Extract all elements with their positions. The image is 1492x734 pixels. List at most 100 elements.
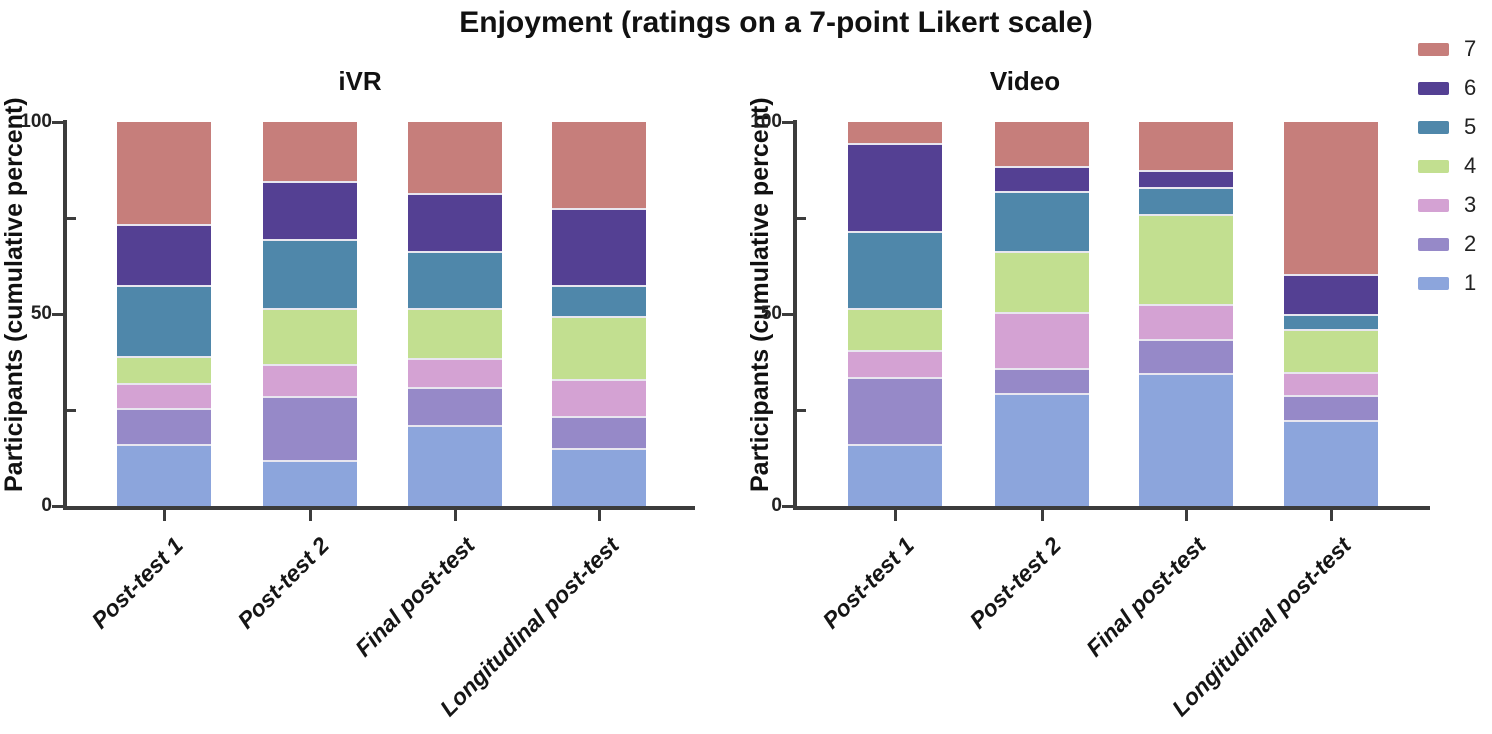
chart-panel-ivr: iVR Participants (cumulative percent) 0 5… (0, 66, 695, 721)
figure-title: Enjoyment (ratings on a 7-point Likert s… (459, 6, 1093, 39)
x-tick (1329, 510, 1333, 521)
legend-item-5: 5 (1418, 114, 1488, 140)
x-label-final-post-test: Final post-test (1080, 532, 1211, 662)
legend: 7 6 5 4 3 2 1 (1418, 36, 1488, 309)
y-tick-50 (782, 312, 793, 316)
x-label-post-test-1: Post-test 1 (86, 532, 189, 634)
x-tick (308, 510, 312, 521)
y-tick-label-100: 100 (20, 111, 52, 132)
segment-rating-1 (408, 427, 502, 506)
y-tick-label-50: 50 (760, 303, 782, 324)
legend-item-7: 7 (1418, 36, 1488, 62)
segment-rating-4 (1284, 331, 1378, 374)
segment-rating-3 (1284, 373, 1378, 397)
bar-final-post-test (1139, 122, 1233, 506)
segment-rating-5 (995, 193, 1089, 253)
legend-label: 2 (1464, 231, 1477, 256)
segment-rating-1 (117, 446, 211, 506)
segment-rating-7 (1139, 122, 1233, 172)
bar-post-test-2 (263, 122, 357, 506)
segment-rating-3 (263, 365, 357, 399)
legend-label: 7 (1464, 36, 1477, 61)
segment-rating-6 (263, 183, 357, 242)
bar-longitudinal-post-test (1284, 122, 1378, 506)
legend-swatch (1418, 81, 1449, 95)
y-minor-tick-75 (797, 216, 806, 220)
y-tick-label-100: 100 (750, 111, 782, 132)
segment-rating-7 (848, 122, 942, 146)
bar-longitudinal-post-test (552, 122, 646, 506)
segment-rating-1 (848, 446, 942, 506)
segment-rating-2 (552, 417, 646, 451)
legend-label: 4 (1464, 153, 1477, 178)
segment-rating-3 (552, 381, 646, 418)
legend-item-1: 1 (1418, 270, 1488, 296)
legend-item-4: 4 (1418, 153, 1488, 179)
legend-swatch (1418, 159, 1449, 173)
panel-title-ivr: iVR (338, 66, 382, 96)
y-tick-0 (782, 504, 793, 508)
x-label-post-test-2: Post-test 2 (232, 532, 335, 634)
segment-rating-6 (117, 225, 211, 288)
segment-rating-2 (117, 410, 211, 447)
y-tick-label-0: 0 (41, 495, 52, 516)
bar-post-test-1 (848, 122, 942, 506)
segment-rating-3 (995, 314, 1089, 370)
y-minor-tick-75 (67, 216, 76, 220)
segment-rating-2 (1284, 396, 1378, 422)
segment-rating-6 (848, 145, 942, 234)
y-tick-label-0: 0 (771, 495, 782, 516)
panel-title-video: Video (989, 66, 1061, 96)
segment-rating-1 (1139, 375, 1233, 506)
segment-rating-1 (263, 461, 357, 506)
segment-rating-5 (1139, 189, 1233, 217)
legend-swatch (1418, 276, 1449, 290)
legend-swatch (1418, 198, 1449, 212)
legend-item-2: 2 (1418, 231, 1488, 257)
segment-rating-7 (1284, 122, 1378, 276)
y-tick-100 (782, 120, 793, 124)
legend-swatch (1418, 120, 1449, 134)
segment-rating-4 (995, 252, 1089, 314)
x-label-final-post-test: Final post-test (349, 532, 480, 662)
segment-rating-3 (1139, 306, 1233, 341)
segment-rating-5 (408, 252, 502, 311)
legend-label: 5 (1464, 114, 1477, 139)
y-minor-tick-25 (797, 408, 806, 412)
segment-rating-6 (1284, 275, 1378, 316)
x-tick (1184, 510, 1188, 521)
segment-rating-2 (995, 369, 1089, 395)
segment-rating-3 (117, 385, 211, 410)
segment-rating-2 (263, 398, 357, 462)
segment-rating-4 (263, 310, 357, 366)
segment-rating-2 (408, 388, 502, 428)
segment-rating-6 (408, 194, 502, 253)
segment-rating-2 (1139, 340, 1233, 376)
y-axis-label: Participants (cumulative percent) (746, 97, 774, 493)
segment-rating-7 (117, 122, 211, 226)
y-tick-0 (52, 504, 63, 508)
segment-rating-7 (263, 122, 357, 184)
segment-rating-7 (552, 122, 646, 211)
segment-rating-4 (408, 310, 502, 361)
segment-rating-4 (848, 310, 942, 353)
y-axis-line (793, 120, 797, 510)
legend-label: 6 (1464, 75, 1477, 100)
segment-rating-2 (848, 379, 942, 447)
y-axis-line (63, 120, 67, 510)
segment-rating-5 (117, 287, 211, 359)
bar-post-test-2 (995, 122, 1089, 506)
x-axis-line (793, 506, 1430, 510)
segment-rating-5 (552, 287, 646, 318)
segment-rating-3 (408, 360, 502, 389)
segment-rating-7 (995, 122, 1089, 169)
bar-post-test-1 (117, 122, 211, 506)
y-axis-label: Participants (cumulative percent) (0, 97, 28, 493)
plot-area: 0 50 100 (750, 111, 1430, 521)
x-tick (162, 510, 166, 521)
legend-swatch (1418, 237, 1449, 251)
x-axis-line (63, 506, 695, 510)
segment-rating-4 (552, 317, 646, 382)
segment-rating-6 (552, 210, 646, 288)
